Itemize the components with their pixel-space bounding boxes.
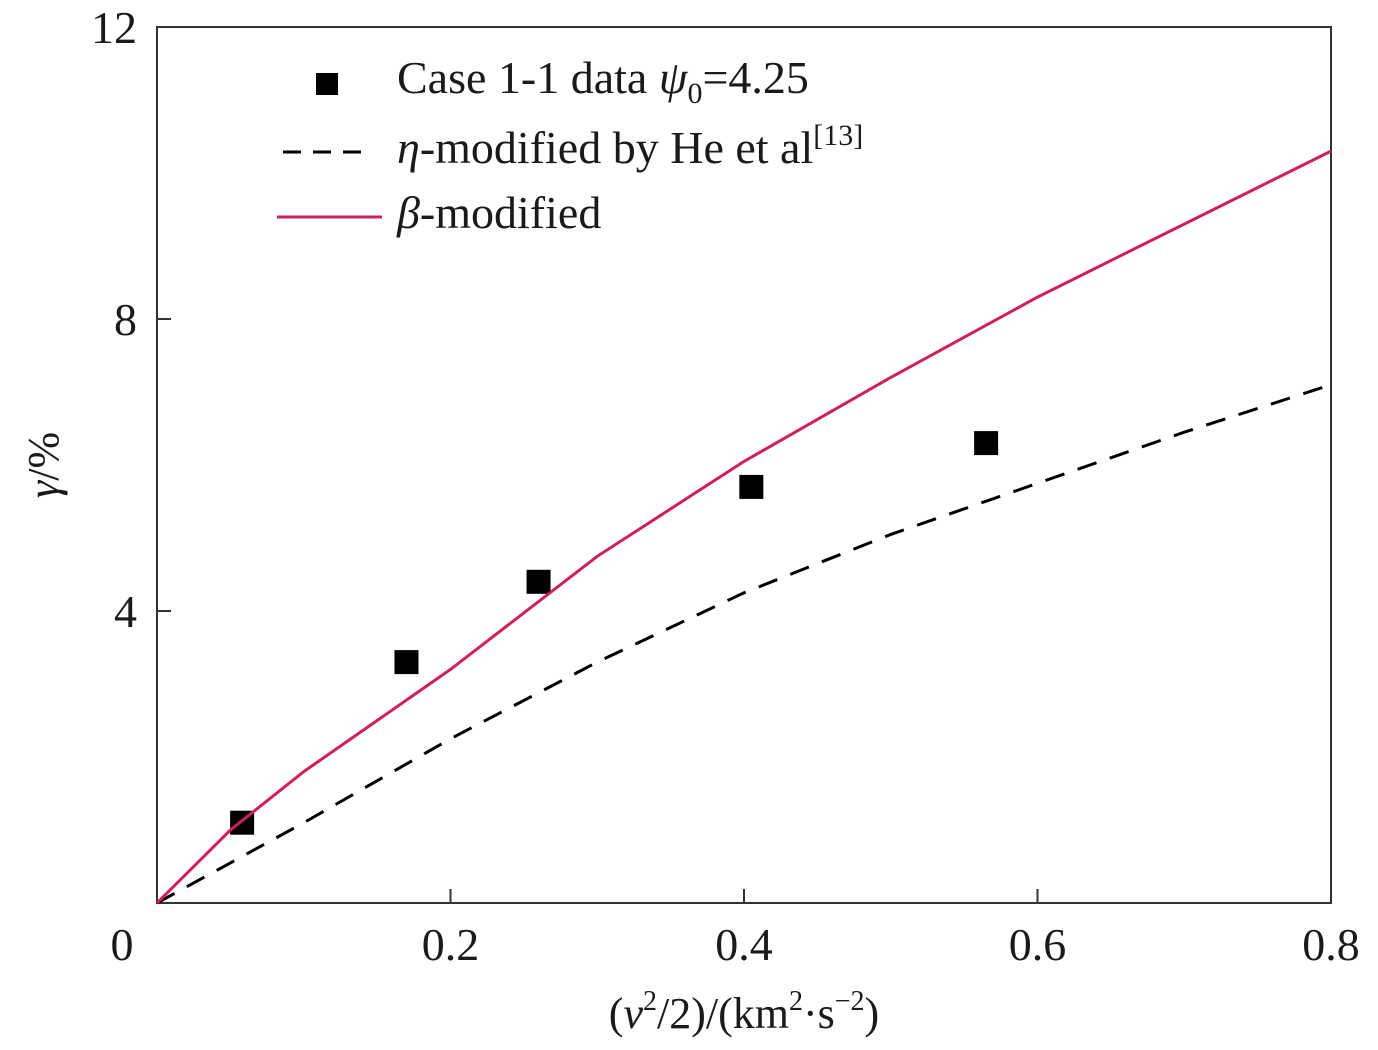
- legend: Case 1-1 data ψ0=4.25 η-modified by He e…: [277, 52, 863, 238]
- y-tick-label: 4: [114, 586, 137, 637]
- y-tick-label: 8: [114, 294, 137, 345]
- x-tick-label: 0.4: [715, 919, 773, 970]
- x-axis-label: (v2/2)/(km2·s−2): [609, 986, 879, 1038]
- y-ticks: 4 8 12: [91, 2, 171, 637]
- x-tick-label: 0: [111, 919, 134, 970]
- y-tick-label: 12: [91, 2, 137, 53]
- legend-entry-eta: η-modified by He et al[13]: [397, 119, 863, 173]
- y-axis-label: γ/%: [19, 432, 68, 498]
- legend-marker-square: [316, 73, 338, 95]
- series-line-eta: [156, 383, 1332, 905]
- x-tick-label: 0.2: [422, 919, 480, 970]
- data-point: [974, 431, 999, 456]
- x-tick-label: 0.8: [1302, 919, 1360, 970]
- data-point: [739, 474, 764, 499]
- x-tick-label: 0.6: [1009, 919, 1067, 970]
- legend-entry-beta: β-modified: [396, 187, 601, 238]
- data-point: [526, 569, 551, 594]
- series-line-beta: [155, 149, 1332, 905]
- x-ticks: 0 0.2 0.4 0.6 0.8: [111, 889, 1360, 970]
- data-point: [394, 650, 419, 675]
- legend-entry-data: Case 1-1 data ψ0=4.25: [397, 52, 809, 110]
- series-layer: [155, 149, 1332, 905]
